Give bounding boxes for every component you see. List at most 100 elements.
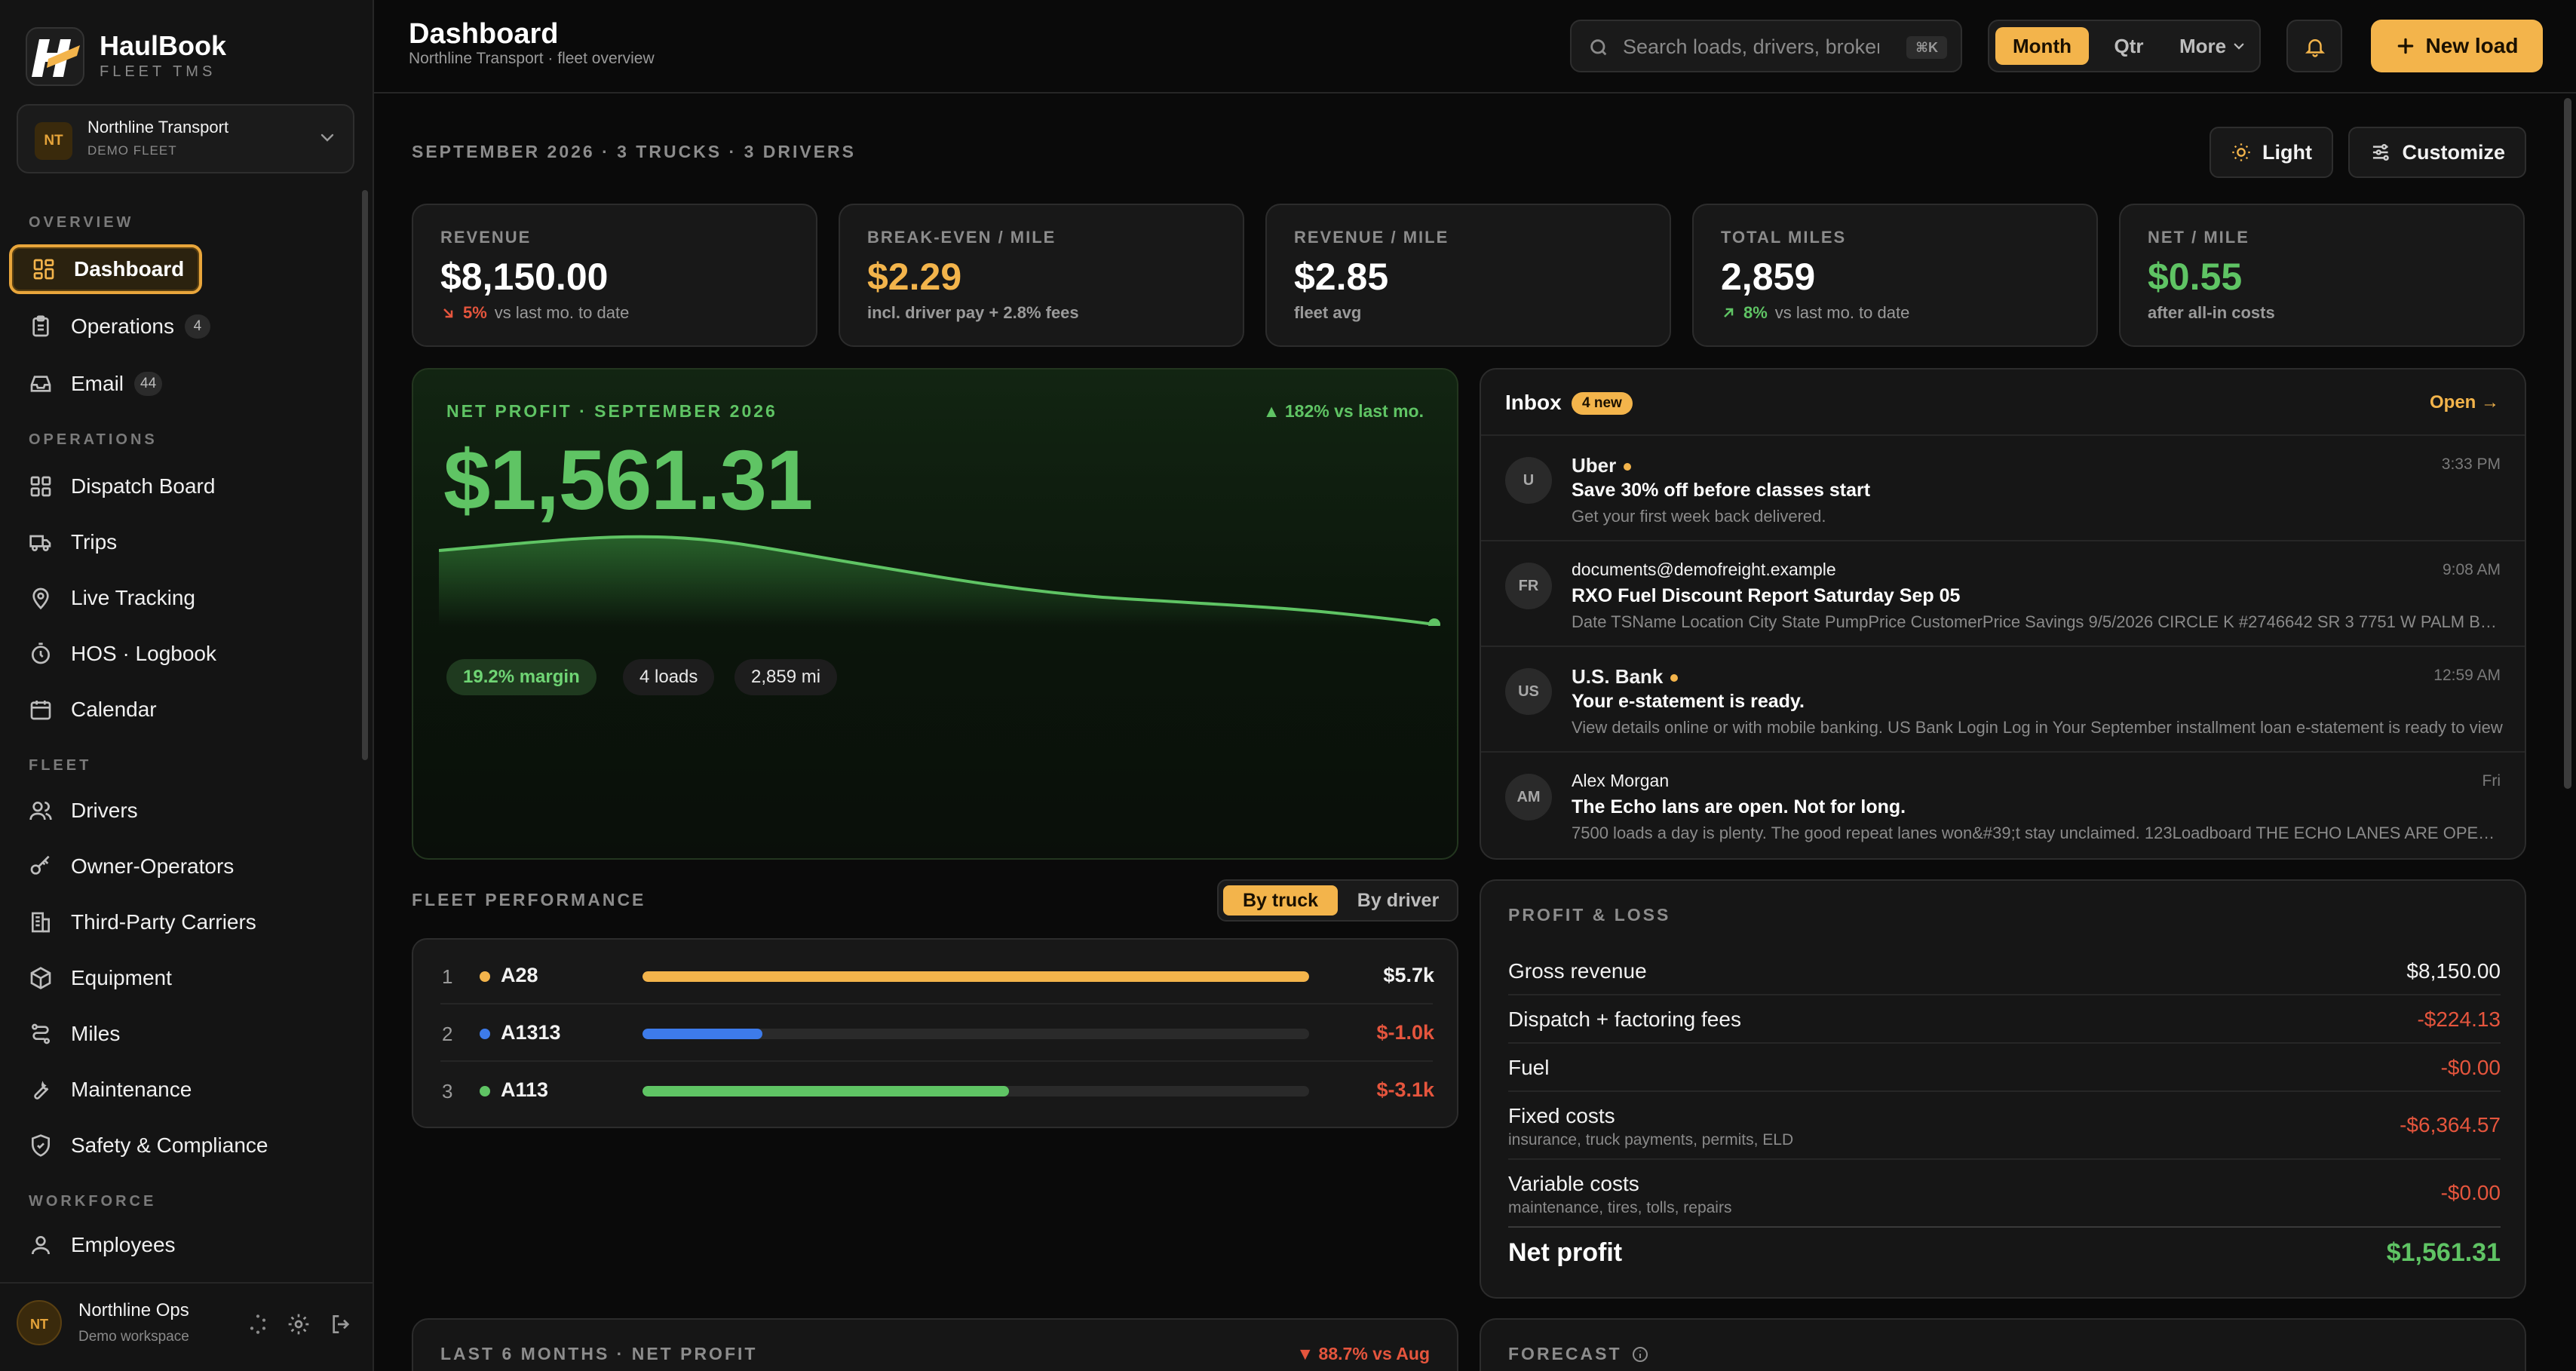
theme-toggle-button[interactable]: Light bbox=[2210, 127, 2333, 178]
sidebar-item-dispatch-board[interactable]: Dispatch Board bbox=[9, 462, 351, 511]
sender-name: U.S. Bank bbox=[1572, 665, 1664, 688]
new-load-button[interactable]: New load bbox=[2371, 20, 2543, 72]
organization-switcher[interactable]: NT Northline Transport DEMO FLEET bbox=[17, 104, 354, 173]
list-item[interactable]: US U.S. Bank 12:59 AM Your e-statement i… bbox=[1481, 647, 2525, 753]
by-truck-button[interactable]: By truck bbox=[1223, 885, 1338, 916]
net-profit-value: $1,561.31 bbox=[443, 433, 813, 527]
org-name: Northline Transport bbox=[87, 118, 229, 136]
kpi-value: $0.55 bbox=[2148, 256, 2243, 298]
haulbook-logo[interactable] bbox=[26, 27, 84, 86]
list-item[interactable]: AM Alex Morgan Fri The Echo lans are ope… bbox=[1481, 753, 2525, 858]
top-header: Dashboard Northline Transport · fleet ov… bbox=[374, 0, 2576, 94]
user-name: Northline Ops bbox=[78, 1300, 189, 1320]
pl-value: -$224.13 bbox=[2417, 1008, 2501, 1031]
sidebar-item-maintenance[interactable]: Maintenance bbox=[9, 1065, 351, 1115]
list-item[interactable]: FR documents@demofreight.example 9:08 AM… bbox=[1481, 541, 2525, 647]
last-6-months-caption: LAST 6 MONTHS · NET PROFIT bbox=[440, 1344, 758, 1363]
search-bar[interactable]: ⌘K bbox=[1570, 20, 1962, 72]
table-row[interactable]: 2 A1313 $-1.0k bbox=[413, 1004, 1457, 1062]
net-profit-delta: ▲ 182% vs last mo. bbox=[1262, 401, 1424, 421]
open-inbox-link[interactable]: Open → bbox=[2429, 392, 2499, 413]
kpi-card-revenue-per-mile[interactable]: REVENUE / MILE $2.85 fleet avg bbox=[1265, 204, 1671, 347]
performance-bar-fill bbox=[642, 1086, 1010, 1096]
row-divider bbox=[1508, 1158, 2501, 1160]
row-divider bbox=[1508, 1090, 2501, 1092]
kpi-card-break-even[interactable]: BREAK-EVEN / MILE $2.29 incl. driver pay… bbox=[839, 204, 1244, 347]
avatar: U bbox=[1505, 457, 1552, 504]
pl-total-label: Net profit bbox=[1508, 1238, 1623, 1267]
page-subtitle: Northline Transport · fleet overview bbox=[409, 50, 655, 67]
net-profit-card[interactable]: NET PROFIT · SEPTEMBER 2026 ▲ 182% vs la… bbox=[412, 368, 1458, 860]
gear-icon[interactable] bbox=[287, 1312, 311, 1336]
sidebar-item-miles[interactable]: Miles bbox=[9, 1009, 351, 1059]
sidebar-scrollbar[interactable] bbox=[362, 190, 368, 760]
search-input[interactable] bbox=[1623, 32, 1879, 62]
avatar[interactable]: NT bbox=[17, 1300, 62, 1345]
table-row[interactable]: 3 A113 $-3.1k bbox=[413, 1062, 1457, 1119]
sidebar: HaulBook FLEET TMS NT Northline Transpor… bbox=[0, 0, 374, 1371]
by-driver-button[interactable]: By driver bbox=[1357, 890, 1440, 911]
customize-button[interactable]: Customize bbox=[2348, 127, 2526, 178]
kpi-card-total-miles[interactable]: TOTAL MILES 2,859 8% vs last mo. to date bbox=[1692, 204, 2098, 347]
truck-name: A28 bbox=[501, 964, 538, 986]
customize-label: Customize bbox=[2402, 140, 2505, 164]
sidebar-item-trips[interactable]: Trips bbox=[9, 517, 351, 567]
bell-icon bbox=[2305, 39, 2326, 57]
period-quarter-button[interactable]: Qtr bbox=[2114, 35, 2144, 57]
truck-name: A1313 bbox=[501, 1021, 561, 1044]
sidebar-item-safety-compliance[interactable]: Safety & Compliance bbox=[9, 1121, 351, 1170]
mail-subject: Your e-statement is ready. bbox=[1572, 691, 1805, 712]
kpi-card-revenue[interactable]: REVENUE $8,150.00 5% vs last mo. to date bbox=[412, 204, 817, 347]
shortcut-hint: ⌘K bbox=[1906, 36, 1947, 59]
sidebar-item-label: Miles bbox=[71, 1022, 121, 1045]
calendar-icon bbox=[30, 701, 51, 720]
kpi-value: 2,859 bbox=[1721, 256, 1816, 298]
sidebar-item-drivers[interactable]: Drivers bbox=[9, 786, 351, 836]
notifications-button[interactable] bbox=[2286, 20, 2342, 72]
kpi-value: $2.85 bbox=[1294, 256, 1389, 298]
performance-bar bbox=[642, 971, 1309, 982]
truck-color-dot bbox=[480, 971, 490, 982]
more-label: More bbox=[2179, 35, 2227, 57]
pl-label: Dispatch + factoring fees bbox=[1508, 1008, 1741, 1031]
row-divider bbox=[1508, 1226, 2501, 1228]
sidebar-item-calendar[interactable]: Calendar bbox=[9, 685, 351, 735]
main-scrollbar[interactable] bbox=[2564, 98, 2571, 789]
info-icon[interactable] bbox=[1631, 1345, 1649, 1363]
mail-preview: View details online or with mobile banki… bbox=[1572, 718, 2503, 737]
sidebar-item-label: Drivers bbox=[71, 799, 138, 822]
forecast-header: FORECAST bbox=[1508, 1344, 1649, 1364]
kpi-label: BREAK-EVEN / MILE bbox=[867, 228, 1056, 247]
sidebar-item-email[interactable]: Email 44 bbox=[9, 359, 351, 409]
sidebar-item-owner-operators[interactable]: Owner-Operators bbox=[9, 842, 351, 891]
table-row[interactable]: 1 A28 $5.7k bbox=[413, 947, 1457, 1004]
sidebar-item-employees[interactable]: Employees bbox=[9, 1220, 351, 1270]
last-6-months-card[interactable]: LAST 6 MONTHS · NET PROFIT ▼ 88.7% vs Au… bbox=[412, 1318, 1458, 1371]
sidebar-item-live-tracking[interactable]: Live Tracking bbox=[9, 573, 351, 623]
grid-icon bbox=[30, 476, 51, 497]
sidebar-item-equipment[interactable]: Equipment bbox=[9, 953, 351, 1003]
pl-label: Gross revenue bbox=[1508, 959, 1647, 983]
period-month-button[interactable]: Month bbox=[1995, 27, 2089, 65]
last-6-months-delta: ▼ 88.7% vs Aug bbox=[1296, 1344, 1430, 1363]
sidebar-item-dashboard[interactable]: Dashboard bbox=[9, 244, 202, 294]
truck-icon bbox=[29, 535, 51, 551]
profit-loss-caption: PROFIT & LOSS bbox=[1508, 905, 1671, 925]
sidebar-item-label: Maintenance bbox=[71, 1078, 192, 1101]
sidebar-item-operations[interactable]: Operations 4 bbox=[9, 302, 351, 351]
forecast-card[interactable]: FORECAST bbox=[1480, 1318, 2526, 1371]
forecast-caption: FORECAST bbox=[1508, 1344, 1622, 1363]
loading-spinner-icon[interactable] bbox=[246, 1312, 270, 1336]
list-item[interactable]: U Uber 3:33 PM Save 30% off before class… bbox=[1481, 436, 2525, 541]
sidebar-item-third-party-carriers[interactable]: Third-Party Carriers bbox=[9, 897, 351, 947]
unread-dot bbox=[1670, 674, 1679, 682]
sidebar-item-label: Calendar bbox=[71, 698, 157, 721]
sidebar-item-hos-logbook[interactable]: HOS · Logbook bbox=[9, 629, 351, 679]
kpi-delta: 8% bbox=[1743, 303, 1768, 322]
user-workspace: Demo workspace bbox=[78, 1329, 189, 1345]
section-label-workforce: WORKFORCE bbox=[29, 1193, 157, 1210]
kpi-card-net-per-mile[interactable]: NET / MILE $0.55 after all-in costs bbox=[2119, 204, 2525, 347]
mail-sender: Alex Morgan bbox=[1572, 771, 1670, 790]
logout-icon[interactable] bbox=[329, 1312, 353, 1336]
period-more-button[interactable]: More bbox=[2169, 27, 2256, 65]
